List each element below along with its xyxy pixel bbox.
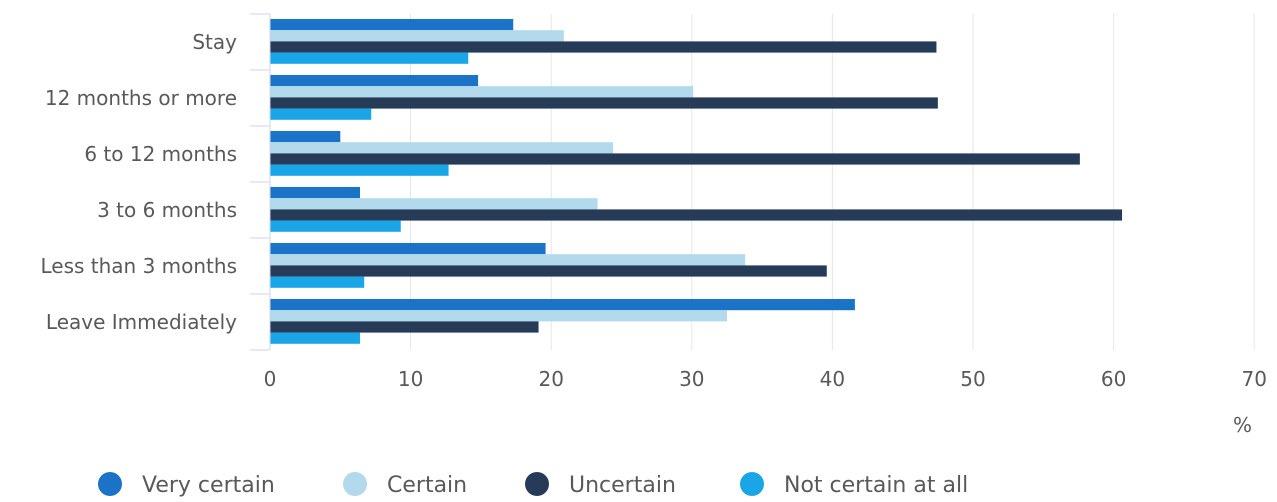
category-labels: Stay 12 months or more 6 to 12 months 3 to …	[40, 30, 237, 334]
x-tick-labels: 0 10 20 30 40 50 60 70	[264, 367, 1267, 391]
bar-3-1[interactable]	[270, 108, 372, 120]
legend-label-1: Certain	[387, 473, 467, 498]
legend-item-0[interactable]: Very certain	[98, 472, 275, 498]
bar-2-1[interactable]	[270, 97, 938, 109]
bar-0-3[interactable]	[270, 187, 360, 199]
category-label-5: Leave Immediately	[46, 310, 237, 334]
bar-2-2[interactable]	[270, 153, 1080, 165]
bar-3-4[interactable]	[270, 276, 365, 288]
bar-1-3[interactable]	[270, 198, 598, 210]
bar-3-2[interactable]	[270, 164, 449, 176]
legend-label-3: Not certain at all	[784, 473, 968, 498]
category-label-3: 3 to 6 months	[97, 198, 237, 222]
legend-marker-1	[343, 472, 367, 496]
legend: Very certain Certain Uncertain Not certain …	[98, 472, 968, 498]
legend-item-1[interactable]: Certain	[343, 472, 467, 498]
legend-item-3[interactable]: Not certain at all	[740, 472, 968, 498]
bar-0-4[interactable]	[270, 243, 546, 255]
legend-item-2[interactable]: Uncertain	[525, 472, 676, 498]
bar-0-1[interactable]	[270, 75, 479, 87]
bar-2-4[interactable]	[270, 265, 827, 277]
x-tick-label-2: 20	[538, 367, 563, 391]
x-tick-label-0: 0	[264, 367, 277, 391]
bar-1-1[interactable]	[270, 86, 694, 98]
bar-0-5[interactable]	[270, 299, 855, 311]
x-tick-label-5: 50	[960, 367, 985, 391]
bar-1-0[interactable]	[270, 30, 564, 42]
bars	[270, 19, 1123, 344]
x-tick-label-3: 30	[679, 367, 704, 391]
x-tick-label-7: 70	[1241, 367, 1266, 391]
legend-label-0: Very certain	[142, 473, 275, 498]
category-label-2: 6 to 12 months	[84, 142, 237, 166]
bar-2-0[interactable]	[270, 41, 937, 53]
bar-1-2[interactable]	[270, 142, 614, 154]
bar-3-3[interactable]	[270, 220, 401, 232]
bar-0-2[interactable]	[270, 131, 341, 143]
x-tick-label-1: 10	[398, 367, 423, 391]
category-label-4: Less than 3 months	[40, 254, 237, 278]
x-tick-label-6: 60	[1101, 367, 1126, 391]
legend-marker-3	[740, 472, 764, 496]
legend-marker-0	[98, 472, 122, 496]
bar-0-0[interactable]	[270, 19, 514, 31]
category-axis	[250, 13, 271, 351]
bar-2-5[interactable]	[270, 321, 539, 333]
legend-marker-2	[525, 472, 549, 496]
category-label-1: 12 months or more	[45, 86, 237, 110]
category-label-0: Stay	[192, 30, 237, 54]
bar-1-4[interactable]	[270, 254, 746, 266]
x-axis-unit-label: %	[1233, 413, 1252, 437]
bar-2-3[interactable]	[270, 209, 1123, 221]
legend-label-2: Uncertain	[569, 473, 676, 498]
bar-3-5[interactable]	[270, 332, 360, 344]
bar-3-0[interactable]	[270, 52, 469, 64]
bar-1-5[interactable]	[270, 310, 727, 322]
grid-lines	[410, 14, 1255, 350]
x-tick-label-4: 40	[820, 367, 845, 391]
